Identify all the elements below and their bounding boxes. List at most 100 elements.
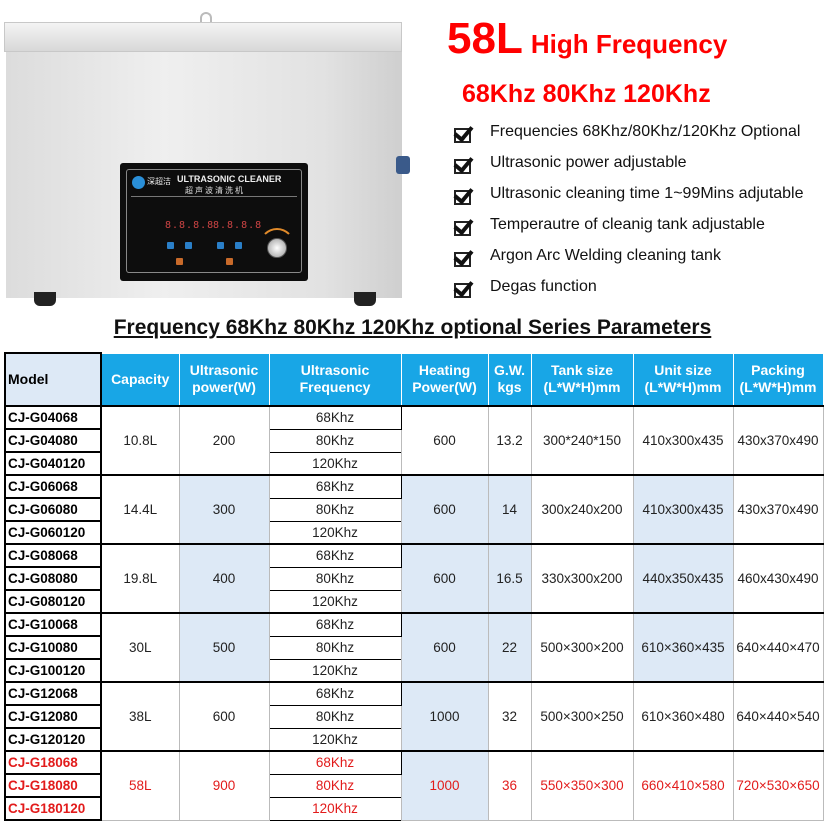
packing-cell: 430x370x490 xyxy=(732,405,824,476)
model-cell: CJ-G10080 xyxy=(4,635,102,660)
column-header: G.W. kgs xyxy=(487,352,532,407)
tank-cell: 500×300×250 xyxy=(530,681,634,752)
button xyxy=(235,242,242,249)
table-row: CJ-G10068 30L 500 68Khz 600 22 500×300×200 610×… xyxy=(4,612,824,683)
model-cell: CJ-G08080 xyxy=(4,566,102,591)
feature-list: Frequencies 68Khz/80Khz/120Khz Optional … xyxy=(452,123,804,309)
frequency-cell: 80Khz xyxy=(268,635,402,660)
checkbox-icon xyxy=(452,187,478,205)
packing-cell: 640×440×470 xyxy=(732,612,824,683)
frequency-cell: 80Khz xyxy=(268,428,402,453)
frequency-cell: 120Khz xyxy=(268,658,402,683)
model-cell: CJ-G180120 xyxy=(4,796,102,821)
frequency-cell: 120Khz xyxy=(268,796,402,821)
column-header: Ultrasonic Frequency xyxy=(268,352,402,407)
frequency-cell: 120Khz xyxy=(268,589,402,614)
model-cell: CJ-G040120 xyxy=(4,451,102,476)
section-title: Frequency 68Khz 80Khz 120Khz optional Se… xyxy=(113,316,712,339)
model-cell: CJ-G18080 xyxy=(4,773,102,798)
frequency-cell: 80Khz xyxy=(268,773,402,798)
feature-item: Argon Arc Welding cleaning tank xyxy=(452,247,804,278)
checkbox-icon xyxy=(452,280,478,298)
packing-cell: 720×530×650 xyxy=(732,750,824,821)
button xyxy=(167,242,174,249)
feature-text: Frequencies 68Khz/80Khz/120Khz Optional xyxy=(490,123,801,140)
model-cell: CJ-G18068 xyxy=(4,750,102,775)
foot xyxy=(354,292,376,306)
tank-cell: 500×300×200 xyxy=(530,612,634,683)
heating-cell: 1000 xyxy=(400,750,489,821)
gw-cell: 32 xyxy=(487,681,532,752)
capacity-cell: 14.4L xyxy=(100,474,180,545)
table-row: CJ-G12068 38L 600 68Khz 1000 32 500×300×250 610… xyxy=(4,681,824,752)
column-header: Unit size (L*W*H)mm xyxy=(632,352,734,407)
lid-handle xyxy=(200,12,212,28)
table-row: CJ-G12080 80Khz xyxy=(4,704,823,729)
heating-cell: 1000 xyxy=(400,681,489,752)
power-knob xyxy=(267,238,287,258)
table-row: CJ-G18068 58L 900 68Khz 1000 36 550×350×300 660… xyxy=(4,750,824,821)
frequency-cell: 68Khz xyxy=(268,750,402,775)
table-row: CJ-G060120 120Khz xyxy=(4,520,823,545)
unit-cell: 660×410×580 xyxy=(632,750,734,821)
tank-cell: 550×350×300 xyxy=(530,750,634,821)
power-cell: 900 xyxy=(178,750,270,821)
model-cell: CJ-G100120 xyxy=(4,658,102,683)
heating-cell: 600 xyxy=(400,543,489,614)
frequency-cell: 80Khz xyxy=(268,566,402,591)
headline: 58L High Frequency xyxy=(447,14,727,64)
headline-label: High Frequency xyxy=(530,29,728,59)
model-cell: CJ-G060120 xyxy=(4,520,102,545)
drain-valve xyxy=(396,156,410,174)
control-panel: 深超洁 ULTRASONIC CLEANER 超声波清洗机 8.8.8.8 8.… xyxy=(120,163,308,281)
product-image: 深超洁 ULTRASONIC CLEANER 超声波清洗机 8.8.8.8 8.… xyxy=(4,8,410,308)
brand-logo-icon xyxy=(132,176,145,189)
panel-title: ULTRASONIC CLEANER xyxy=(177,174,282,184)
button xyxy=(217,242,224,249)
unit-cell: 610×360×480 xyxy=(632,681,734,752)
headline-capacity: 58L xyxy=(447,14,523,63)
table-row: CJ-G18080 80Khz xyxy=(4,773,823,798)
frequency-cell: 80Khz xyxy=(268,704,402,729)
power-cell: 200 xyxy=(178,405,270,476)
model-cell: CJ-G080120 xyxy=(4,589,102,614)
lid xyxy=(4,22,402,52)
feature-item: Frequencies 68Khz/80Khz/120Khz Optional xyxy=(452,123,804,154)
tank-cell: 330x300x200 xyxy=(530,543,634,614)
packing-cell: 460x430x490 xyxy=(732,543,824,614)
table-row: CJ-G06080 80Khz xyxy=(4,497,823,522)
model-cell: CJ-G08068 xyxy=(4,543,102,568)
model-cell: CJ-G120120 xyxy=(4,727,102,752)
model-cell: CJ-G06080 xyxy=(4,497,102,522)
table-row: CJ-G06068 14.4L 300 68Khz 600 14 300x240x200 41… xyxy=(4,474,824,545)
capacity-cell: 38L xyxy=(100,681,180,752)
feature-item: Ultrasonic cleaning time 1~99Mins adjuta… xyxy=(452,185,804,216)
time-display: 8.8.8.8 xyxy=(165,220,215,231)
table-row: CJ-G04068 10.8L 200 68Khz 600 13.2 300*240*150… xyxy=(4,405,824,476)
power-cell: 500 xyxy=(178,612,270,683)
table-row: CJ-G08080 80Khz xyxy=(4,566,823,591)
packing-cell: 640×440×540 xyxy=(732,681,824,752)
heating-cell: 600 xyxy=(400,474,489,545)
power-arc xyxy=(259,228,295,264)
button xyxy=(176,258,183,265)
model-cell: CJ-G12080 xyxy=(4,704,102,729)
table-row: CJ-G180120 120Khz xyxy=(4,796,823,821)
packing-cell: 430x370x490 xyxy=(732,474,824,545)
feature-text: Temperautre of cleanig tank adjustable xyxy=(490,216,765,233)
feature-text: Degas function xyxy=(490,278,597,295)
model-cell: CJ-G04080 xyxy=(4,428,102,453)
table-row: CJ-G100120 120Khz xyxy=(4,658,823,683)
checkbox-icon xyxy=(452,218,478,236)
table-row: CJ-G08068 19.8L 400 68Khz 600 16.5 330x300x200… xyxy=(4,543,824,614)
checkbox-icon xyxy=(452,125,478,143)
unit-cell: 440x350x435 xyxy=(632,543,734,614)
model-cell: CJ-G06068 xyxy=(4,474,102,499)
gw-cell: 16.5 xyxy=(487,543,532,614)
gw-cell: 14 xyxy=(487,474,532,545)
frequency-cell: 120Khz xyxy=(268,520,402,545)
model-cell: CJ-G04068 xyxy=(4,405,102,430)
power-cell: 600 xyxy=(178,681,270,752)
feature-item: Ultrasonic power adjustable xyxy=(452,154,804,185)
headline-frequencies: 68Khz 80Khz 120Khz xyxy=(462,80,711,108)
